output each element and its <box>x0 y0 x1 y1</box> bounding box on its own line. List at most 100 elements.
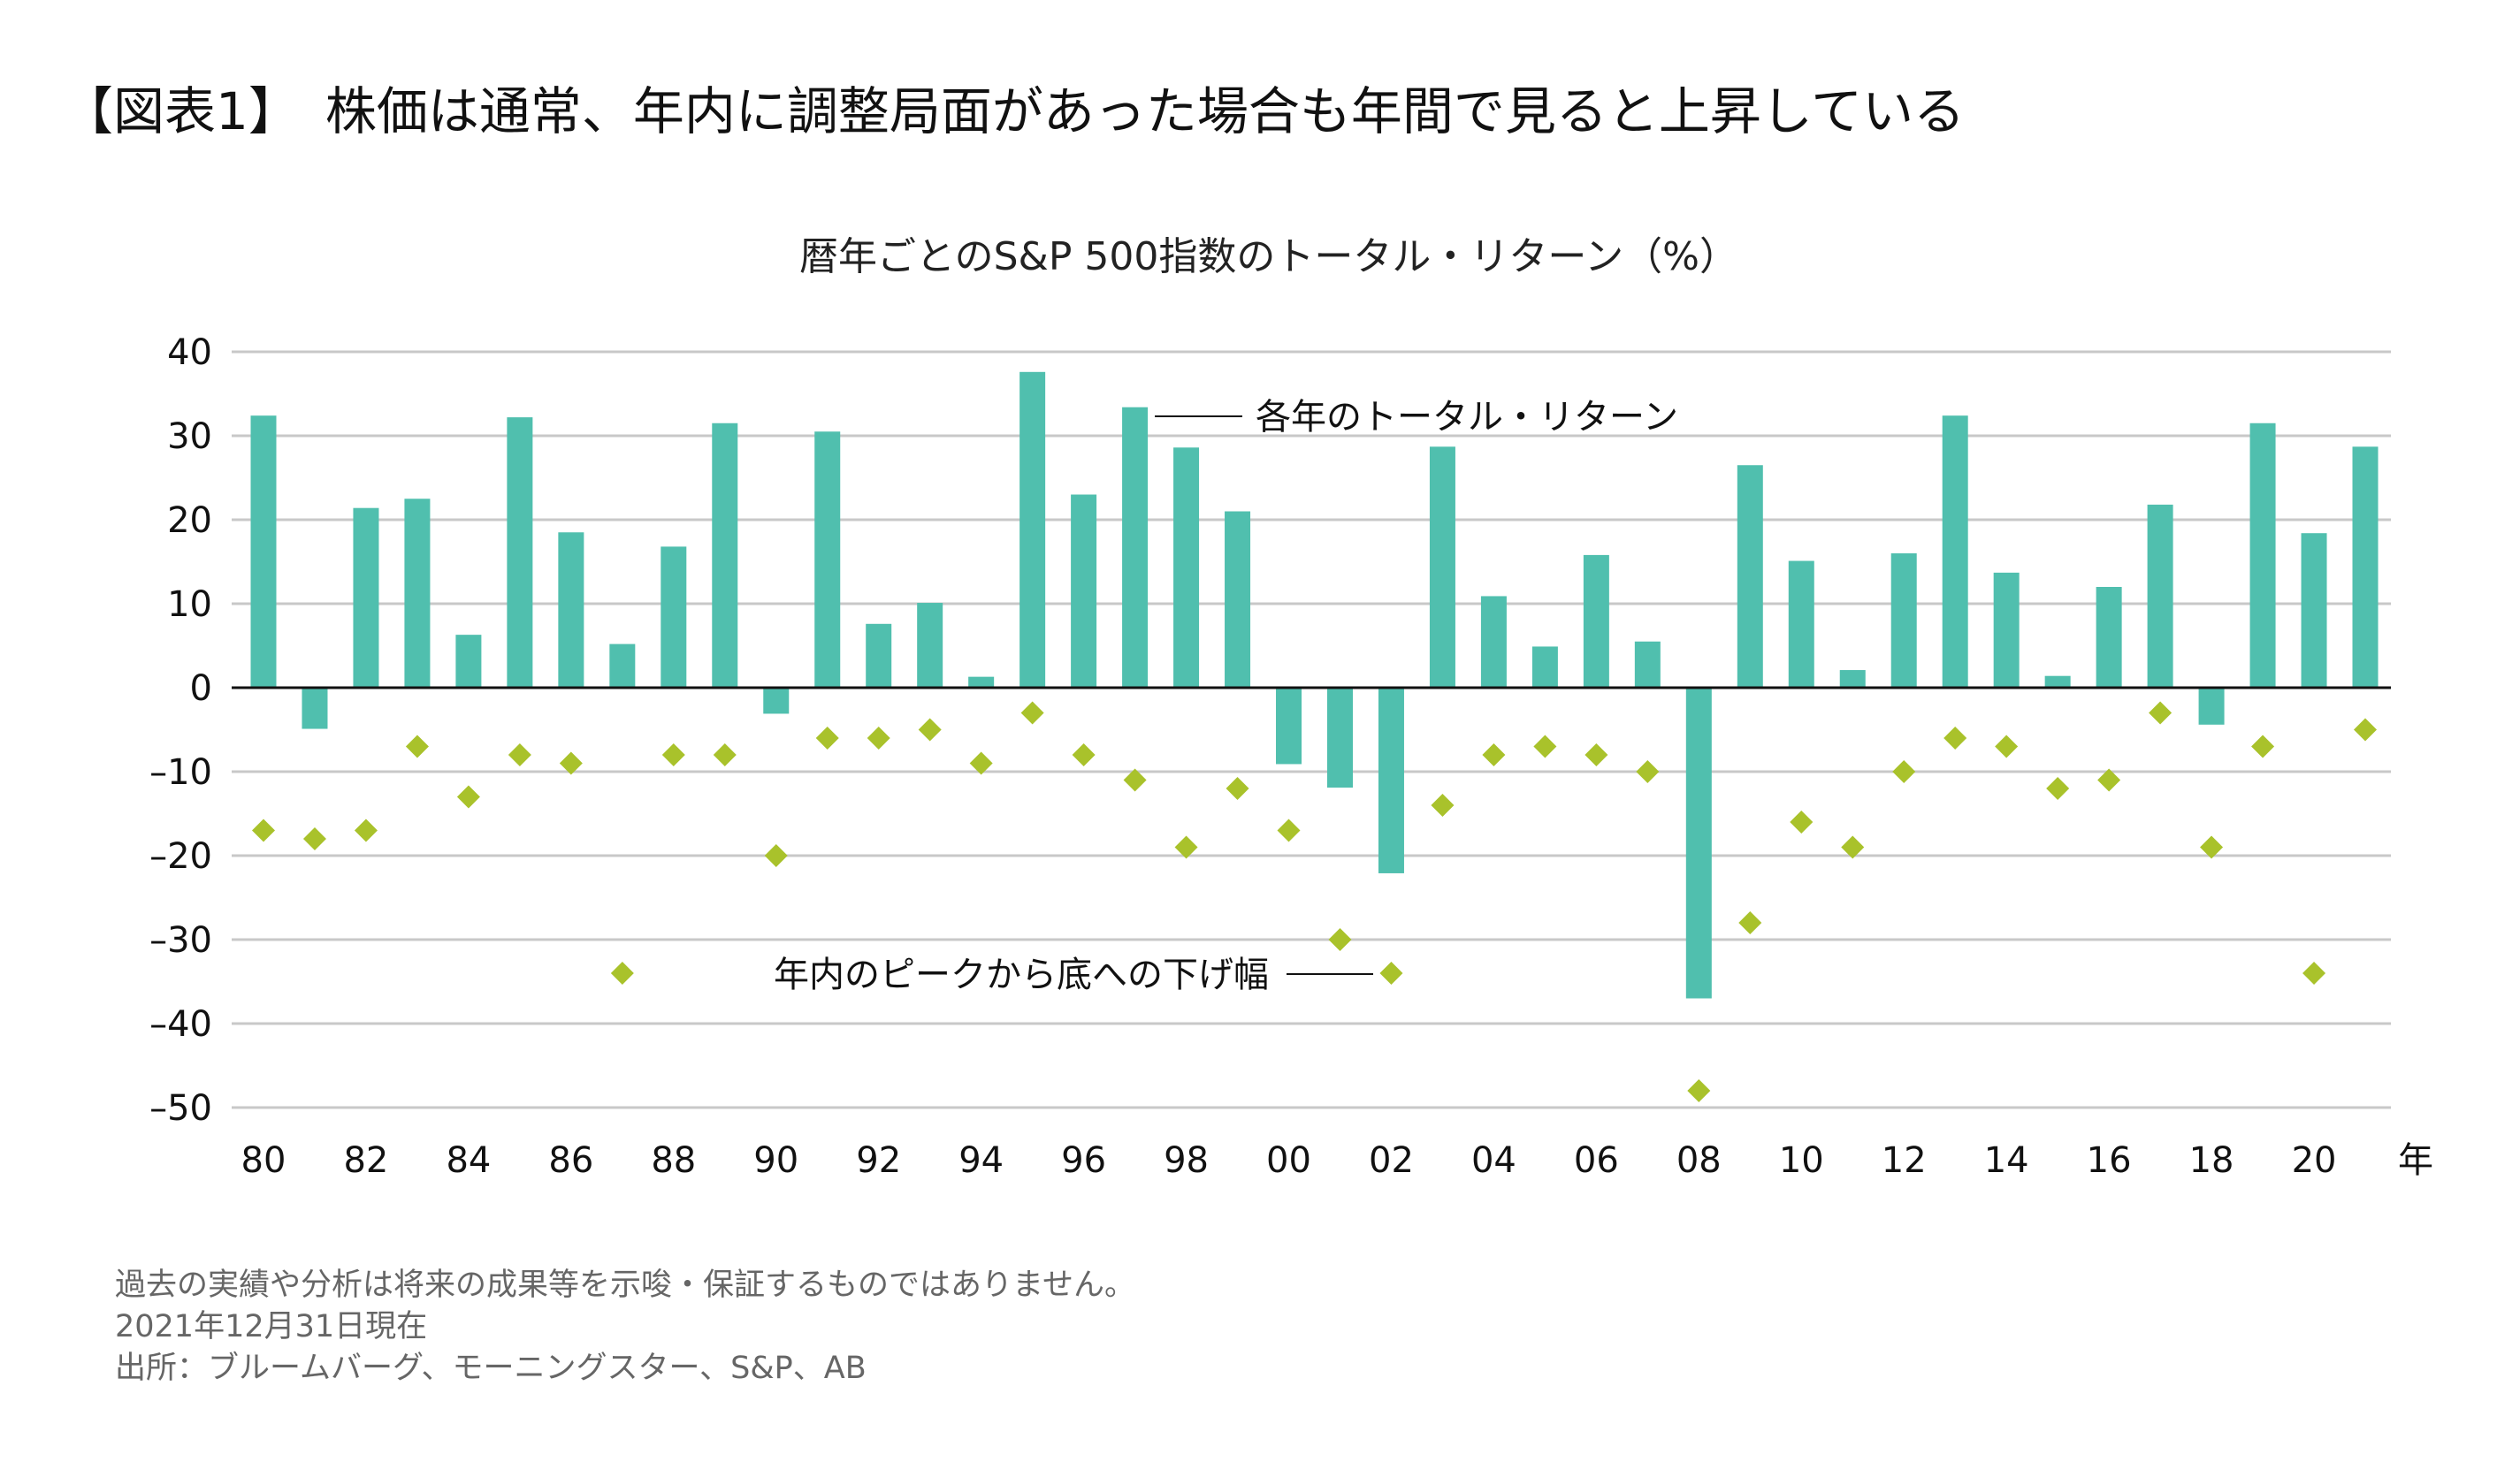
drawdown-points <box>252 701 2377 1102</box>
drawdown-point-03 <box>1431 794 1455 817</box>
bar-12 <box>1890 553 1917 688</box>
drawdown-point-86 <box>559 751 583 775</box>
x-tick-label: 96 <box>1061 1140 1106 1181</box>
drawdown-point-12 <box>1892 760 1916 783</box>
footnote-disclaimer: 過去の実績や分析は将来の成果等を示唆・保証するものではありません。 <box>115 1268 1135 1303</box>
drawdown-point-80 <box>252 819 275 842</box>
drawdown-point-10 <box>1790 811 1814 834</box>
bar-01 <box>1326 688 1353 788</box>
bar-13 <box>1942 415 1968 688</box>
bar-97 <box>1122 407 1149 688</box>
y-tick-label: 20 <box>167 500 212 541</box>
bar-80 <box>250 415 277 688</box>
bar-19 <box>2249 423 2276 688</box>
x-tick-label: 04 <box>1471 1140 1516 1181</box>
x-tick-label: 00 <box>1266 1140 1311 1181</box>
drawdown-point-94 <box>969 751 993 775</box>
bar-90 <box>763 688 790 714</box>
drawdown-point-09 <box>1738 911 1762 934</box>
drawdown-point-20 <box>2302 962 2326 985</box>
y-tick-label: –40 <box>149 1004 212 1045</box>
y-tick-label: –10 <box>149 752 212 793</box>
drawdown-point-16 <box>2097 768 2121 792</box>
drawdown-point-18 <box>2200 835 2224 859</box>
bar-05 <box>1531 646 1558 688</box>
drawdown-point-14 <box>1995 735 2019 758</box>
x-tick-label: 02 <box>1369 1140 1414 1181</box>
bars <box>250 371 2379 999</box>
y-tick-label: 30 <box>167 416 212 457</box>
bar-87 <box>609 643 636 688</box>
x-tick-label: 20 <box>2292 1140 2337 1181</box>
bar-06 <box>1583 554 1609 688</box>
bar-84 <box>455 635 482 688</box>
y-tick-label: 0 <box>190 668 212 709</box>
drawdown-point-07 <box>1636 760 1660 783</box>
drawdown-point-99 <box>1226 777 1249 800</box>
legend-drawdown: 年内のピークから底への下げ幅 <box>774 955 1269 995</box>
drawdown-point-13 <box>1943 727 1967 750</box>
bar-94 <box>968 676 995 688</box>
drawdown-point-88 <box>661 743 685 766</box>
drawdown-point-97 <box>1123 768 1147 792</box>
bar-14 <box>1993 572 2020 688</box>
drawdown-point-17 <box>2149 701 2173 725</box>
drawdown-point-19 <box>2251 735 2275 758</box>
bar-09 <box>1737 465 1763 688</box>
bar-98 <box>1173 447 1200 688</box>
drawdown-point-06 <box>1585 743 1608 766</box>
bar-88 <box>661 546 687 688</box>
bar-82 <box>353 507 379 688</box>
drawdown-point-91 <box>815 727 839 750</box>
page-title: 【図表1】 株価は通常、年内に調整局面があった場合も年間で見ると上昇している <box>62 81 1965 141</box>
x-tick-label: 98 <box>1164 1140 1209 1181</box>
x-tick-label: 08 <box>1676 1140 1722 1181</box>
x-tick-label: 82 <box>343 1140 388 1181</box>
x-tick-label: 90 <box>753 1140 798 1181</box>
x-tick-label: 88 <box>651 1140 696 1181</box>
bar-07 <box>1634 641 1661 688</box>
bar-89 <box>712 423 738 688</box>
x-axis-label: 年 <box>2398 1140 2433 1181</box>
bar-91 <box>814 431 841 688</box>
x-tick-label: 94 <box>958 1140 1004 1181</box>
drawdown-point-87 <box>610 962 634 985</box>
y-tick-label: –20 <box>149 836 212 877</box>
bar-02 <box>1378 688 1404 873</box>
y-tick-label: 10 <box>167 584 212 625</box>
drawdown-point-92 <box>867 727 890 750</box>
bar-20 <box>2301 533 2327 688</box>
bar-85 <box>507 417 533 688</box>
y-tick-label: 40 <box>167 332 212 373</box>
x-tick-label: 80 <box>241 1140 286 1181</box>
bar-96 <box>1071 494 1097 688</box>
bar-03 <box>1429 446 1455 688</box>
drawdown-point-90 <box>764 844 788 867</box>
y-tick-label: –50 <box>149 1088 212 1129</box>
x-axis-ticks: 80 82 84 86 88 90 92 94 96 98 00 02 04 06 08 10 12 14 16 18… <box>241 1140 2337 1181</box>
chart-title: 暦年ごとのS&P 500指数のトータル・リターン（%） <box>799 234 1738 279</box>
x-tick-label: 10 <box>1779 1140 1824 1181</box>
bar-16 <box>2096 587 2122 688</box>
drawdown-point-04 <box>1482 743 1506 766</box>
bar-08 <box>1685 688 1712 999</box>
bar-17 <box>2147 504 2173 688</box>
bar-83 <box>404 499 431 688</box>
drawdown-point-96 <box>1072 743 1096 766</box>
bar-95 <box>1019 371 1046 688</box>
bar-92 <box>866 623 892 688</box>
drawdown-point-01 <box>1328 928 1352 951</box>
drawdown-point-05 <box>1533 735 1557 758</box>
x-tick-label: 86 <box>548 1140 593 1181</box>
drawdown-point-85 <box>508 743 531 766</box>
footnote-date: 2021年12月31日現在 <box>115 1309 427 1344</box>
y-axis-ticks: 40 30 20 10 0 –10 –20 –30 –40 –50 <box>149 332 212 1129</box>
drawdown-point-08 <box>1687 1079 1711 1102</box>
bar-93 <box>917 603 943 688</box>
x-tick-label: 16 <box>2087 1140 2132 1181</box>
drawdown-point-00 <box>1277 819 1301 842</box>
x-tick-label: 84 <box>446 1140 491 1181</box>
drawdown-point-21 <box>2354 718 2377 742</box>
drawdown-point-95 <box>1020 701 1044 725</box>
bar-81 <box>302 688 328 729</box>
